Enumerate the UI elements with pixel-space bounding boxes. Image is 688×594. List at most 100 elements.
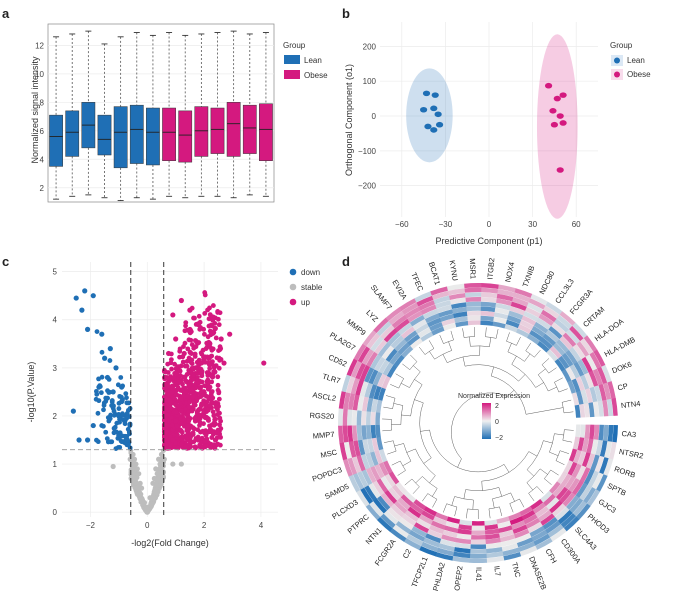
dendrogram-branch — [382, 429, 392, 432]
heatmap-cell — [401, 345, 414, 358]
heatmap-cell — [401, 513, 417, 527]
heatmap-cell — [597, 400, 604, 417]
heatmap-cell — [347, 409, 353, 426]
heatmap-cell — [417, 327, 432, 338]
point-up — [215, 441, 221, 447]
heatmap-cell — [575, 376, 585, 392]
point-down — [116, 406, 122, 411]
heatmap-cell — [376, 516, 393, 532]
dendrogram-branch — [563, 411, 574, 414]
point-stable — [133, 461, 139, 467]
y-axis-title-b: Orthogonal Component (o1) — [344, 64, 354, 176]
legend-label-stable-c: stable — [301, 283, 323, 292]
y-tick-label-a: 2 — [40, 184, 45, 193]
point-up — [163, 434, 169, 440]
gene-label: BCAT1 — [427, 261, 442, 286]
dendrogram-branch — [439, 334, 444, 344]
point-up — [193, 344, 199, 350]
dendrogram-branch — [562, 440, 573, 443]
point-up — [206, 356, 212, 362]
point-up — [197, 416, 203, 421]
point-up — [199, 373, 205, 379]
heatmap-cell — [445, 520, 460, 529]
heatmap-cell — [485, 542, 502, 549]
heatmap-cell — [480, 306, 496, 313]
point-down — [124, 437, 130, 443]
heatmap-cell — [418, 300, 436, 311]
heatmap-cell — [485, 533, 500, 540]
point-up — [209, 396, 214, 402]
dendrogram-branch — [390, 384, 399, 389]
point-up — [212, 437, 219, 443]
dendrogram-branch — [488, 508, 491, 519]
dendrogram-branch — [448, 341, 452, 351]
point-down — [107, 358, 113, 363]
heatmap-cell — [434, 512, 449, 521]
heatmap-cell — [339, 442, 348, 461]
y-tick-label-c: 4 — [53, 316, 58, 325]
heatmap-cell — [423, 537, 440, 548]
ticks-c: −2 0 2 4 0 1 2 3 4 5 — [53, 268, 264, 530]
gene-label: CA3 — [621, 429, 636, 439]
point-down — [94, 391, 100, 397]
heatmap-cell — [509, 516, 524, 526]
gene-label: SAMD5 — [323, 482, 350, 501]
heatmap-cell — [598, 424, 604, 441]
point-up — [183, 378, 189, 384]
dendrogram-arc — [470, 345, 490, 347]
point-stable — [154, 471, 160, 477]
heatmap-cell — [554, 358, 566, 372]
point-stable — [156, 456, 162, 462]
point-up — [201, 392, 207, 398]
point-down — [109, 398, 115, 403]
heatmap-cell — [452, 306, 468, 314]
point-up — [179, 429, 185, 435]
heatmap-cell — [378, 462, 389, 477]
gene-label: NTN1 — [364, 526, 384, 547]
heatmap-cell — [531, 529, 548, 542]
point-up — [197, 419, 203, 425]
point-lean — [424, 123, 432, 130]
x-tick-label-c: −2 — [86, 521, 96, 530]
point-up — [207, 403, 213, 408]
point-up — [162, 418, 168, 424]
point-up — [216, 389, 222, 395]
heatmap-cell — [366, 351, 378, 368]
heatmap-cell — [356, 425, 363, 441]
dendrogram-branch — [554, 377, 563, 383]
heatmap-cell — [372, 480, 385, 496]
heatmap-cell — [403, 537, 422, 551]
dendrogram-branch — [518, 374, 526, 382]
heatmap-cell — [391, 314, 408, 329]
heatmap-cell — [512, 297, 529, 307]
heatmap-cell — [494, 307, 510, 316]
marks-b — [406, 34, 578, 219]
heatmap-cell — [573, 449, 582, 464]
legend-dot-lean-b — [614, 57, 620, 64]
heatmap-cell — [496, 293, 514, 302]
point-up — [217, 415, 223, 421]
point-up — [165, 350, 172, 357]
heatmap-cell — [540, 490, 553, 503]
legend-dot-up-c — [289, 298, 297, 306]
y-tick-label-b: −200 — [358, 182, 377, 191]
box-obese — [242, 104, 257, 154]
dendrogram-arc — [454, 496, 474, 501]
point-up — [183, 323, 188, 329]
point-up — [174, 432, 180, 438]
point-stable — [150, 480, 156, 486]
point-stable — [130, 451, 136, 458]
legend-label-lean-b: Lean — [627, 56, 645, 65]
heatmap-cell — [377, 373, 387, 388]
point-up — [192, 351, 198, 357]
legend-label-obese-a: Obese — [304, 71, 328, 80]
point-down — [96, 384, 102, 390]
heatmap-cell — [430, 520, 446, 530]
heatmap-cell — [589, 386, 598, 403]
dendrogram-branch — [469, 336, 471, 347]
dendrogram-branch — [535, 382, 544, 388]
confidence-ellipse-lean — [406, 68, 453, 163]
y-tick-label-b: 0 — [372, 112, 377, 121]
gene-label: ASCL2 — [312, 390, 337, 403]
heatmap-cell — [380, 513, 396, 529]
